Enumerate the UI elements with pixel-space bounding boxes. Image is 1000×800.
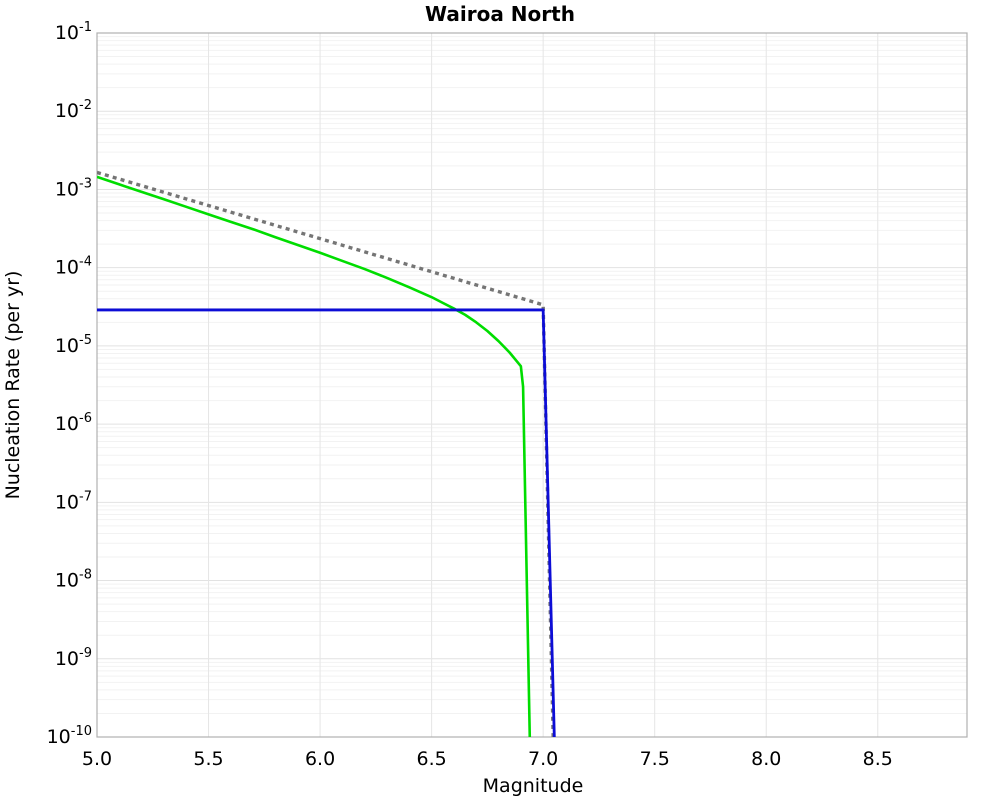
x-tick-label: 7.0 xyxy=(528,748,558,770)
axis-ticks-layer: 5.0 5.5 6.0 6.5 7.0 7.5 8.0 8.5 10-1 10-2 10-3 10-4… xyxy=(47,20,893,770)
series-layer xyxy=(97,170,556,737)
y-tick-label: 10-10 xyxy=(47,724,92,748)
plot-border xyxy=(96,32,968,738)
y-tick-label: 10-2 xyxy=(55,98,92,122)
y-tick-label: 10-9 xyxy=(55,646,92,670)
y-tick-label: 10-3 xyxy=(55,176,92,200)
y-tick-label: 10-1 xyxy=(55,20,92,44)
y-axis-label: Nucleation Rate (per yr) xyxy=(2,271,24,500)
y-tick-label: 10-4 xyxy=(55,255,92,279)
x-tick-label: 8.5 xyxy=(863,748,893,770)
y-tick-label: 10-5 xyxy=(55,333,92,357)
x-tick-label: 5.5 xyxy=(193,748,223,770)
grid-layer xyxy=(97,33,967,737)
x-tick-label: 6.5 xyxy=(417,748,447,770)
x-tick-label: 5.0 xyxy=(82,748,112,770)
plot-area xyxy=(97,33,967,737)
x-tick-label: 8.0 xyxy=(751,748,781,770)
x-tick-label: 7.5 xyxy=(640,748,670,770)
x-tick-label: 6.0 xyxy=(305,748,335,770)
green-tapered-gr-curve xyxy=(97,175,532,737)
chart-title: Wairoa North xyxy=(425,2,575,26)
x-axis-label: Magnitude xyxy=(483,775,584,797)
y-tick-label: 10-6 xyxy=(55,411,92,435)
blue-characteristic-line xyxy=(97,308,556,737)
y-tick-label: 10-8 xyxy=(55,568,92,592)
y-tick-label: 10-7 xyxy=(55,489,92,513)
